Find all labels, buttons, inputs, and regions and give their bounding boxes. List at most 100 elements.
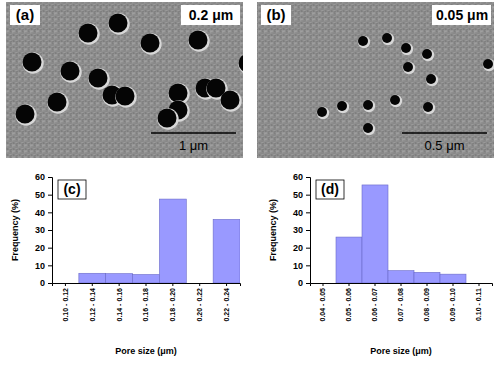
pore-rim	[88, 68, 109, 89]
histogram: 01020304050600.10 - 0.120.12 - 0.140.14 …	[10, 172, 241, 356]
pore-rim	[115, 86, 136, 107]
y-tick-mark	[48, 265, 52, 266]
y-tick-label: 50	[293, 190, 303, 200]
pore-rim	[426, 74, 438, 86]
y-tick: 20	[35, 243, 52, 253]
y-tick-mark	[48, 230, 52, 231]
y-axis-line	[306, 178, 311, 284]
bar	[362, 185, 388, 283]
x-tick-mark	[427, 283, 428, 286]
x-tick-label: 0.20 - 0.22	[196, 288, 203, 322]
label-box	[181, 5, 240, 25]
pore-size-label: 0.2 μm	[189, 7, 233, 23]
y-tick-label: 20	[35, 243, 45, 253]
bar	[159, 199, 186, 283]
x-tick-mark	[226, 283, 227, 286]
bar	[79, 273, 106, 283]
bar	[466, 283, 492, 284]
x-tick-label: 0.22 - 0.24	[223, 288, 230, 322]
pore	[239, 54, 244, 73]
pore	[358, 36, 368, 46]
bar	[310, 283, 336, 284]
x-tick-mark	[65, 283, 66, 286]
x-tick-mark	[401, 283, 402, 286]
y-tick: 30	[293, 225, 310, 235]
scale-label: 0.5 μm	[424, 138, 464, 153]
pore	[141, 34, 160, 53]
pore-rim	[238, 53, 243, 74]
pore	[48, 93, 67, 112]
pore	[89, 69, 108, 88]
bar	[440, 274, 466, 283]
bar	[52, 283, 79, 284]
x-tick: 0.14 - 0.16	[116, 283, 123, 321]
y-tick-label: 30	[293, 225, 303, 235]
x-tick-mark	[453, 283, 454, 286]
bar	[213, 219, 240, 283]
x-tick-mark	[323, 283, 324, 286]
y-tick: 60	[35, 172, 52, 182]
x-tick: 0.20 - 0.22	[196, 283, 203, 321]
pore	[382, 33, 392, 43]
pore	[390, 95, 400, 105]
x-tick: 0.10 - 0.12	[62, 283, 69, 321]
pore-rim	[108, 13, 129, 34]
y-tick-label: 40	[293, 208, 303, 218]
pore-rim	[403, 62, 415, 74]
x-tick-mark	[349, 283, 350, 286]
bar	[336, 237, 362, 283]
bars	[79, 199, 240, 283]
pore	[169, 84, 188, 103]
label-box	[58, 180, 86, 199]
x-tick-label: 0.18 - 0.20	[169, 288, 176, 322]
y-tick-mark	[306, 265, 310, 266]
y-tick-label: 30	[35, 225, 45, 235]
x-tick: 0.06 - 0.07	[371, 283, 378, 321]
x-tick-mark	[479, 283, 480, 286]
pore	[363, 100, 373, 110]
y-tick-mark	[48, 248, 52, 249]
y-axis-title: Frequency (%)	[268, 199, 278, 261]
pore-rim	[78, 23, 99, 44]
bar	[414, 272, 440, 283]
y-tick: 10	[293, 261, 310, 271]
x-tick: 0.12 - 0.14	[89, 283, 96, 321]
x-tick: 0.16 - 0.18	[142, 283, 149, 321]
x-axis-title: Pore size (μm)	[115, 346, 177, 356]
x-tick: 0.08 - 0.09	[423, 283, 430, 321]
y-tick: 20	[293, 243, 310, 253]
figure: (a)0.2 μm1 μm(b)0.05 μm0.5 μm01020304050…	[0, 0, 500, 366]
y-tick-label: 60	[35, 172, 45, 182]
y-tick-label: 10	[35, 261, 45, 271]
bar	[133, 275, 160, 283]
pore	[422, 49, 432, 59]
x-tick-mark	[199, 283, 200, 286]
y-tick-mark	[306, 248, 310, 249]
y-tick: 10	[35, 261, 52, 271]
x-tick-label: 0.14 - 0.16	[116, 288, 123, 322]
y-tick-label: 0	[40, 278, 45, 288]
x-tick-label: 0.10 - 0.12	[62, 288, 69, 322]
pore-rim	[22, 52, 43, 73]
bar	[106, 274, 133, 283]
pore	[189, 31, 208, 50]
image-background	[257, 2, 494, 158]
x-tick: 0.10 - 0.11	[475, 283, 482, 321]
scale-label: 1 μm	[179, 138, 208, 153]
y-tick-mark	[306, 230, 310, 231]
y-tick-mark	[48, 177, 52, 178]
pore-rim	[363, 123, 375, 135]
pore	[23, 53, 42, 72]
pore-rim	[157, 108, 178, 129]
y-tick-label: 10	[293, 261, 303, 271]
pore	[317, 107, 327, 117]
pore-rim	[60, 61, 81, 82]
pore	[403, 62, 413, 72]
pore-rim	[337, 101, 349, 113]
pore-rim	[188, 30, 209, 51]
pore	[16, 105, 35, 124]
y-tick-label: 0	[298, 278, 303, 288]
y-tick-mark	[306, 283, 310, 284]
y-tick-label: 60	[293, 172, 303, 182]
pore	[79, 24, 98, 43]
